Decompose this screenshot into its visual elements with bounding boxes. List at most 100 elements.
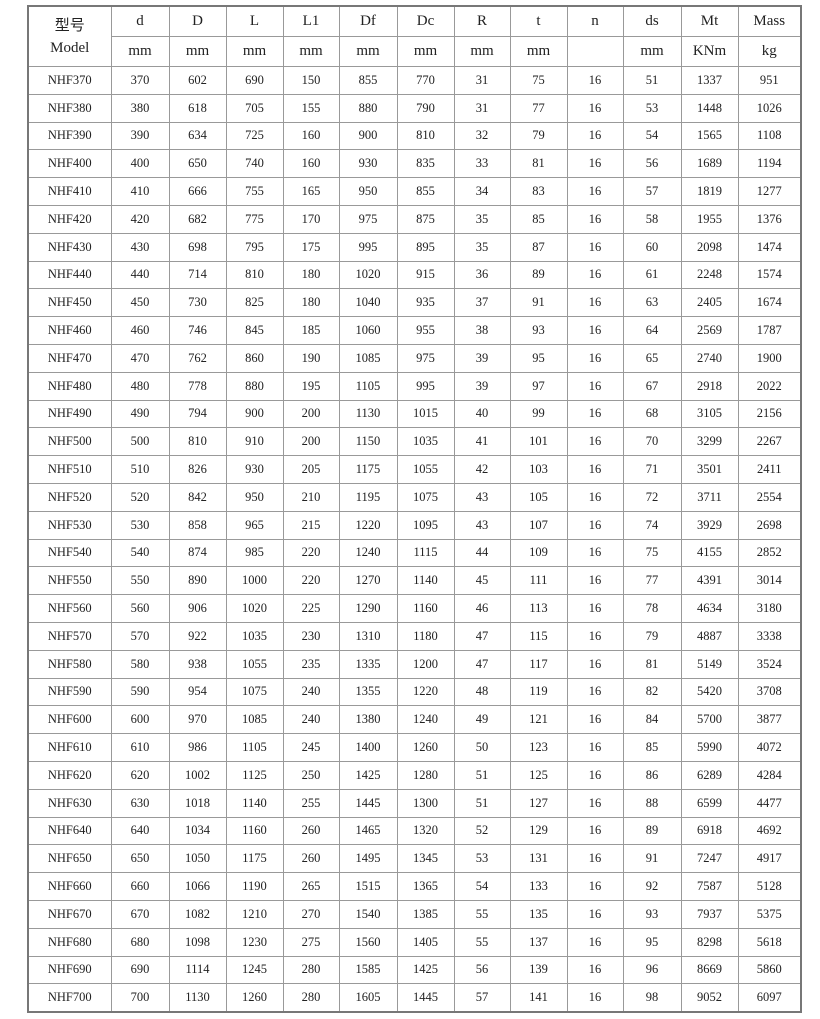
value-cell: 235 [282,649,340,679]
data-row: NHF390 390 634 725 160 900 810 32 79 16 54 1565 1108 [27,121,802,151]
unit-header: mm [622,36,682,67]
value-cell: 705 [225,93,284,123]
value-cell: 700 [110,983,170,1013]
value-cell: 1085 [225,705,284,735]
value-cell: 1050 [168,844,227,874]
value-cell: 1055 [225,649,284,679]
column-header: Mass [737,5,802,37]
value-cell: 1400 [338,733,398,762]
data-row: NHF650 650 1050 1175 260 1495 1345 53 131 16 91 724… [27,844,802,874]
value-cell: 1337 [680,66,739,95]
value-cell: 1310 [338,621,398,651]
value-cell: 2554 [737,482,802,512]
data-row: NHF540 540 874 985 220 1240 1115 44 109 16 75 4155 2… [27,538,802,568]
value-cell: 113 [509,594,568,623]
value-cell: 16 [566,566,624,596]
value-cell: 240 [282,705,340,735]
model-cell: NHF630 [27,788,112,818]
unit-row: mm mm mm mm mm mm mm mm mm KNm kg [28,36,802,67]
value-cell: 16 [566,343,624,373]
value-cell: 440 [110,260,170,290]
value-cell: 1098 [168,927,227,957]
value-cell: 4917 [737,844,802,874]
value-cell: 280 [282,983,340,1013]
value-cell: 915 [396,260,455,290]
value-cell: 3014 [737,566,802,596]
value-cell: 670 [110,899,170,929]
value-cell: 109 [509,538,568,568]
value-cell: 95 [509,343,568,373]
value-cell: 78 [622,594,682,623]
value-cell: 3524 [737,649,802,679]
model-cell: NHF580 [27,649,112,679]
value-cell: 3338 [737,621,802,651]
data-row: NHF370 370 602 690 150 855 770 31 75 16 51 1337 951 [27,66,802,95]
value-cell: 450 [110,288,170,318]
value-cell: 91 [509,288,568,318]
value-cell: 1425 [396,955,455,985]
column-header: t [509,5,568,37]
value-cell: 1115 [396,538,455,568]
value-cell: 680 [110,927,170,957]
value-cell: 1125 [225,760,284,790]
value-cell: 75 [509,66,568,95]
value-cell: 420 [110,204,170,234]
value-cell: 210 [282,482,340,512]
value-cell: 1150 [338,427,398,457]
value-cell: 123 [509,733,568,762]
value-cell: 1819 [680,177,739,206]
value-cell: 1000 [225,566,284,596]
value-cell: 1345 [396,844,455,874]
value-cell: 16 [566,538,624,568]
value-cell: 1075 [396,482,455,512]
value-cell: 65 [622,343,682,373]
value-cell: 53 [622,93,682,123]
value-cell: 390 [110,121,170,151]
value-cell: 922 [168,621,227,651]
value-cell: 16 [566,733,624,762]
value-cell: 1114 [168,955,227,985]
model-cell: NHF420 [27,204,112,234]
value-cell: 117 [509,649,568,679]
value-cell: 16 [566,455,624,484]
value-cell: 730 [168,288,227,318]
value-cell: 1277 [737,177,802,206]
value-cell: 53 [453,844,511,874]
value-cell: 165 [282,177,340,206]
unit-header: mm [110,36,170,67]
value-cell: 1955 [680,204,739,234]
value-cell: 46 [453,594,511,623]
value-cell: 2740 [680,343,739,373]
value-cell: 79 [622,621,682,651]
unit-header: KNm [680,36,739,67]
value-cell: 1130 [338,399,398,429]
model-cell: NHF400 [27,149,112,179]
value-cell: 101 [509,427,568,457]
data-row: NHF700 700 1130 1260 280 1605 1445 57 141 16 98 905… [27,983,802,1013]
column-header: n [566,5,624,37]
model-cell: NHF670 [27,899,112,929]
value-cell: 39 [453,371,511,401]
value-cell: 1380 [338,705,398,735]
value-cell: 5990 [680,733,739,762]
value-cell: 1200 [396,649,455,679]
value-cell: 81 [622,649,682,679]
value-cell: 1385 [396,899,455,929]
data-row: NHF550 550 890 1000 220 1270 1140 45 111 16 77 4391… [27,566,802,596]
value-cell: 610 [110,733,170,762]
value-cell: 2022 [737,371,802,401]
value-cell: 84 [622,705,682,735]
unit-header: mm [225,36,284,67]
value-cell: 1495 [338,844,398,874]
value-cell: 3711 [680,482,739,512]
value-cell: 1585 [338,955,398,985]
value-cell: 1376 [737,204,802,234]
value-cell: 47 [453,649,511,679]
value-cell: 860 [225,343,284,373]
value-cell: 195 [282,371,340,401]
model-cell: NHF440 [27,260,112,290]
value-cell: 40 [453,399,511,429]
value-cell: 16 [566,399,624,429]
